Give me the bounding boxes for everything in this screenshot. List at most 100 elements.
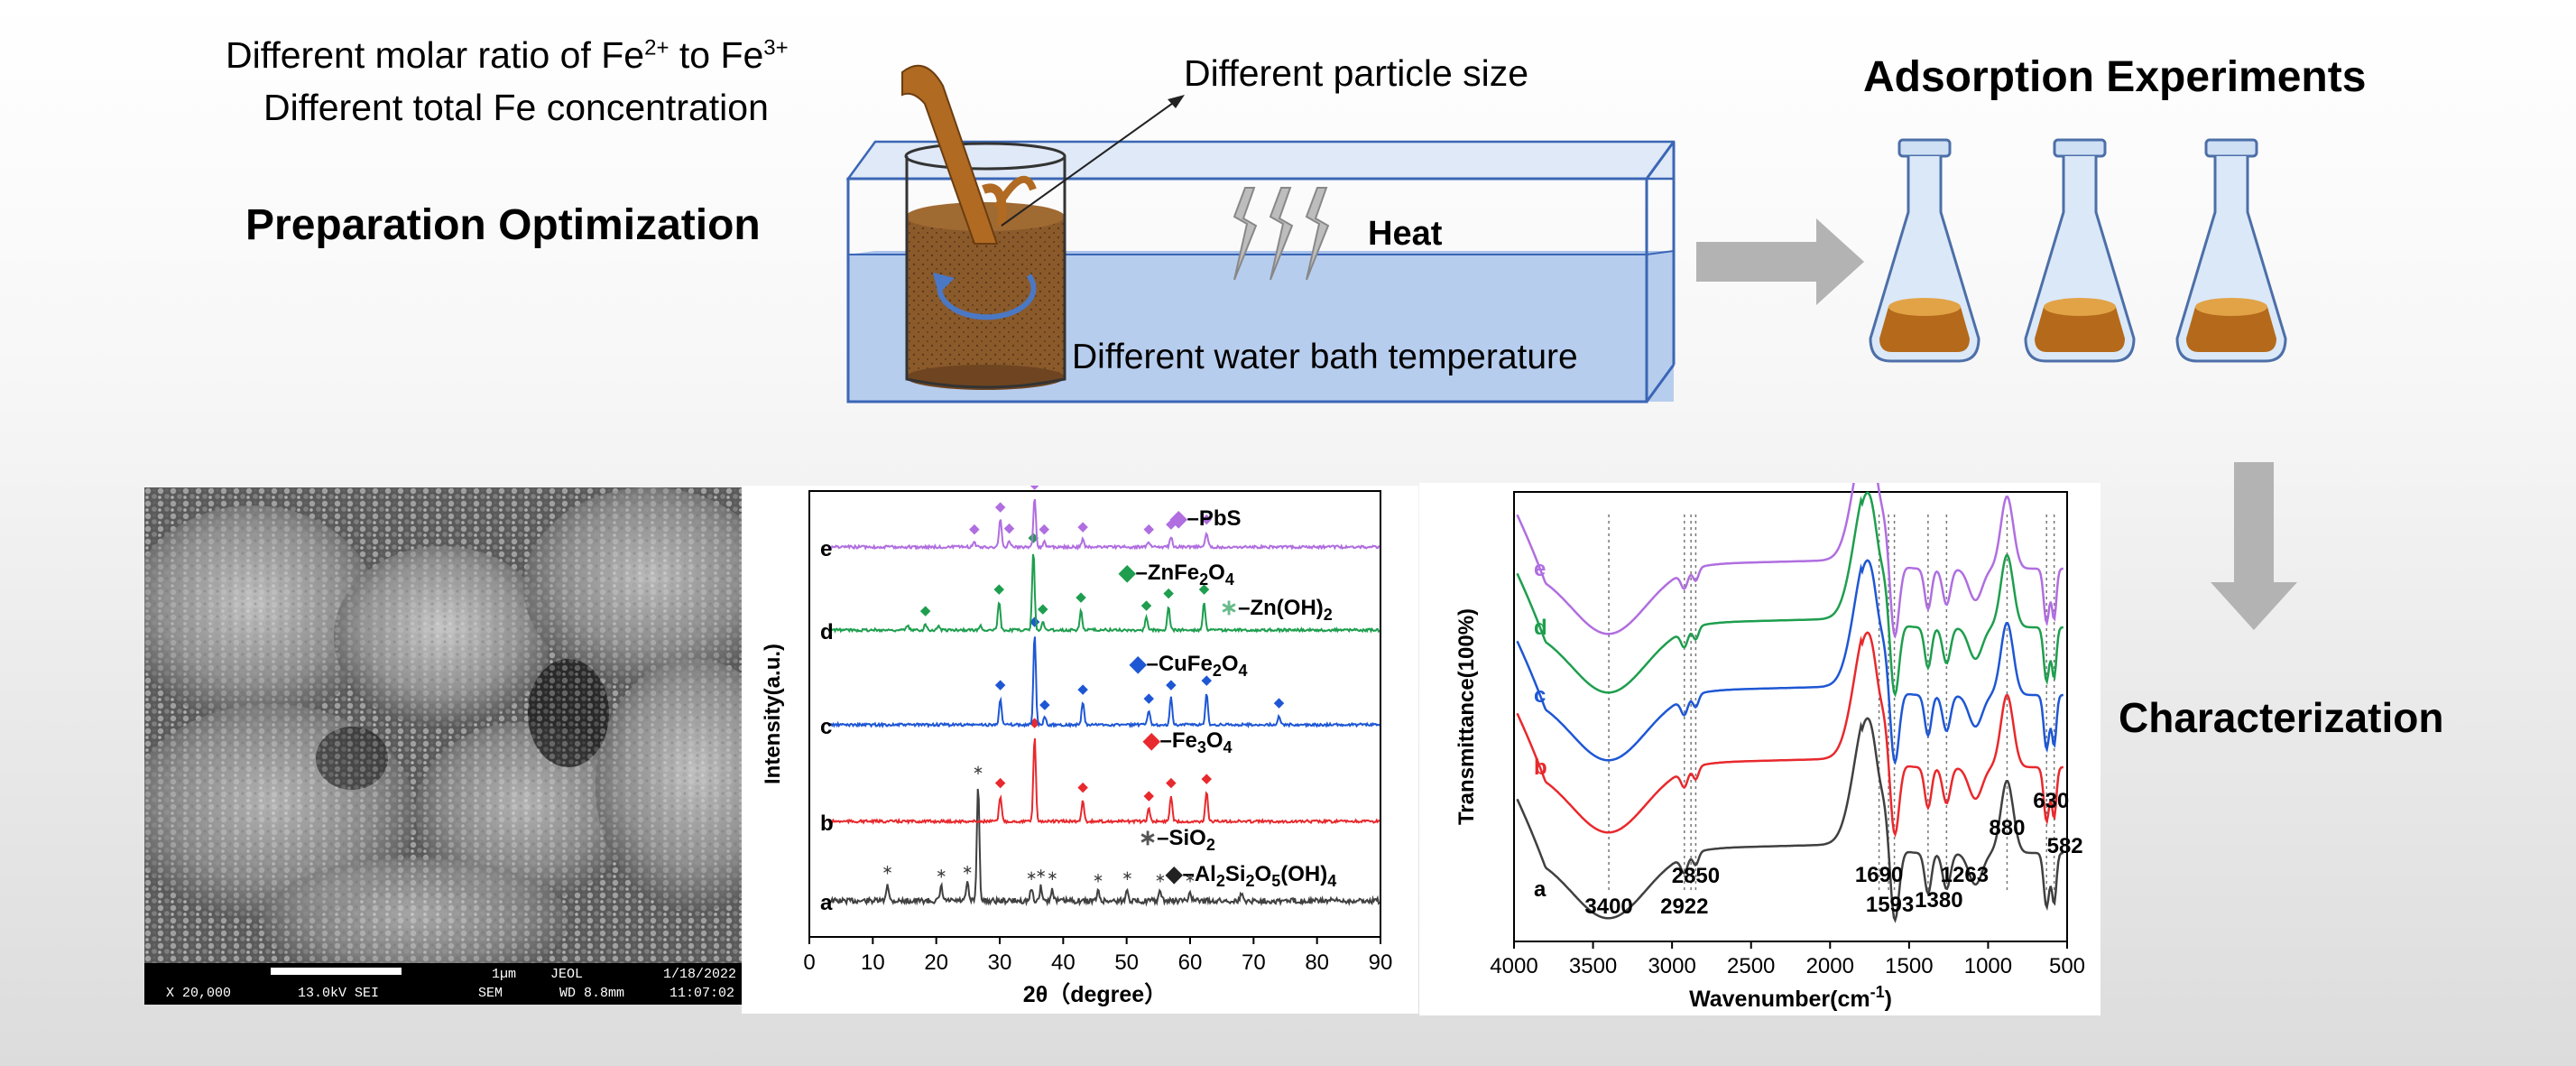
xrd-legend-text: –CuFe xyxy=(1146,652,1212,676)
total-fe-caption: Different total Fe concentration xyxy=(263,87,769,128)
sem-image: 1µm JEOL 1/18/2022 X 20,000 13.0kV SEI S… xyxy=(144,487,758,1005)
ftir-series-label-c: c xyxy=(1534,683,1546,708)
xrd-legend-label3: O xyxy=(1255,862,1272,886)
preparation-title: Preparation Optimization xyxy=(245,201,761,249)
xrd-peak-marker: ∗ xyxy=(1026,868,1038,884)
xrd-legend-label2: Si xyxy=(1225,862,1246,886)
xrd-peak-marker: ◆ xyxy=(1166,516,1177,532)
xrd-legend-label2: O xyxy=(1208,561,1225,585)
xrd-legend-label4: (OH) xyxy=(1280,862,1327,886)
ratio-sup-2: 3+ xyxy=(763,35,789,60)
xrd-legend-entry: ∗–SiO2 xyxy=(1139,826,1215,854)
xrd-legend-sub3: 5 xyxy=(1271,872,1280,890)
ratio-to: to Fe xyxy=(669,34,764,76)
characterization-title: Characterization xyxy=(2119,694,2444,741)
ratio-text: Different molar ratio of Fe xyxy=(226,34,645,76)
xrd-peak-marker: ◆ xyxy=(1144,522,1155,537)
xrd-x-tick-label: 30 xyxy=(988,950,1012,975)
xrd-legend-symbol: ∗ xyxy=(1139,826,1157,850)
xrd-legend-entry: ◆–CuFe2O4 xyxy=(1129,652,1248,680)
pointer-line xyxy=(1001,100,1177,227)
xrd-series-a xyxy=(827,788,1380,907)
ftir-band-label: 630 xyxy=(2033,789,2069,813)
flask-1 xyxy=(1869,138,1980,363)
xrd-legend-symbol: ◆ xyxy=(1165,862,1183,886)
xrd-peak-marker: ◆ xyxy=(1039,522,1049,537)
sem-brand: JEOL xyxy=(550,967,584,982)
xrd-peak-marker: ∗ xyxy=(1035,866,1047,881)
xrd-series-label-b: b xyxy=(820,811,834,836)
xrd-legend-text: –SiO xyxy=(1157,826,1206,850)
ftir-x-tick-label: 3500 xyxy=(1569,954,1617,978)
xrd-series-b xyxy=(827,737,1380,825)
xrd-peak-marker: ∗ xyxy=(1093,871,1104,886)
beaker xyxy=(904,142,1066,390)
xrd-chart: 0 10 20 30 40 50 60 70 80 90 2θ（degree） Intensity(a… xyxy=(742,477,1418,1014)
xrd-x-tick-label: 0 xyxy=(803,950,815,975)
xrd-legend-text: –PbS xyxy=(1186,506,1241,531)
xrd-peak-marker: ◆ xyxy=(1166,677,1177,692)
xrd-x-tick-label: 90 xyxy=(1369,950,1393,975)
ftir-series-d xyxy=(1516,491,2064,698)
xrd-peak-marker: ◆ xyxy=(1141,598,1152,613)
xrd-peak-marker: ◆ xyxy=(994,581,1005,597)
sem-scale-bar xyxy=(271,968,402,975)
ftir-x-tick-label: 2500 xyxy=(1727,954,1775,978)
xrd-legend-symbol: ∗ xyxy=(1220,596,1238,620)
ftir-band-label: 2850 xyxy=(1672,864,1720,888)
xrd-x-tick-label: 40 xyxy=(1051,950,1076,975)
xrd-peak-marker: ◆ xyxy=(1144,691,1155,706)
ftir-x-tick-label: 4000 xyxy=(1490,954,1537,978)
xrd-x-label: 2θ（degree） xyxy=(1023,981,1167,1007)
heat-waves xyxy=(1233,187,1330,281)
xrd-x-tick-label: 20 xyxy=(924,950,948,975)
xrd-series-e xyxy=(827,498,1380,552)
xrd-peak-marker: ∗ xyxy=(1155,871,1167,886)
xrd-legend-sub2: 4 xyxy=(1223,738,1233,756)
xrd-x-tick-label: 50 xyxy=(1114,950,1139,975)
ftir-band-label: 3400 xyxy=(1584,895,1632,919)
xrd-legend-sub: 2 xyxy=(1213,662,1222,680)
xrd-legend-sub: 2 xyxy=(1324,606,1333,624)
ftir-series-a xyxy=(1516,717,2064,923)
ftir-y-label: Transmittance(100%) xyxy=(1454,608,1479,825)
xrd-legend-entry: ◆–Fe3O4 xyxy=(1142,728,1233,756)
xrd-legend-sub: 2 xyxy=(1199,570,1208,589)
ratio-sup-1: 2+ xyxy=(644,35,669,60)
xrd-legend-symbol: ◆ xyxy=(1142,728,1160,753)
xrd-peak-marker: ∗ xyxy=(973,763,984,778)
xrd-peak-marker: ∗ xyxy=(1122,868,1133,884)
xrd-legend-text: –Fe xyxy=(1159,728,1196,753)
xrd-legend-sub2: 4 xyxy=(1225,570,1234,589)
ftir-series-b xyxy=(1516,631,2064,838)
xrd-legend-entry: ◆–Al2Si2O5(OH)4 xyxy=(1165,862,1336,890)
particle-size-caption: Different particle size xyxy=(1184,52,1529,94)
flask-2 xyxy=(2024,138,2136,363)
ftir-series-c xyxy=(1516,559,2064,765)
ftir-band-label: 2922 xyxy=(1660,895,1708,919)
xrd-frame xyxy=(808,490,1381,938)
ftir-x-label-end: ) xyxy=(1885,987,1892,1012)
xrd-peak-marker: ◆ xyxy=(1202,672,1213,688)
arrow-right xyxy=(1696,218,1864,305)
xrd-peak-marker: ◆ xyxy=(1029,486,1040,492)
xrd-legend-symbol: ◆ xyxy=(1129,652,1147,676)
xrd-peak-marker: ◆ xyxy=(1004,520,1015,535)
xrd-peak-marker: ◆ xyxy=(1039,697,1050,712)
ftir-series-label-a: a xyxy=(1534,877,1547,902)
xrd-series-c xyxy=(827,636,1380,729)
xrd-peak-marker: ◆ xyxy=(1166,775,1177,791)
ftir-series-label-d: d xyxy=(1534,616,1547,640)
xrd-legend-label2: O xyxy=(1222,652,1239,676)
arrow-down xyxy=(2211,462,2297,630)
xrd-y-label: Intensity(a.u.) xyxy=(761,644,785,784)
xrd-peak-marker: ◆ xyxy=(1163,586,1174,601)
xrd-peak-marker: ◆ xyxy=(1202,512,1213,527)
xrd-legend-sub: 3 xyxy=(1197,738,1206,756)
sem-date: 1/18/2022 xyxy=(663,967,737,982)
xrd-peak-marker: ◆ xyxy=(1274,695,1285,710)
xrd-x-tick-label: 10 xyxy=(861,950,885,975)
xrd-peak-marker: ◆ xyxy=(995,775,1006,791)
xrd-peak-marker: ∗ xyxy=(882,863,893,878)
ftir-band-label: 1263 xyxy=(1941,863,1989,887)
